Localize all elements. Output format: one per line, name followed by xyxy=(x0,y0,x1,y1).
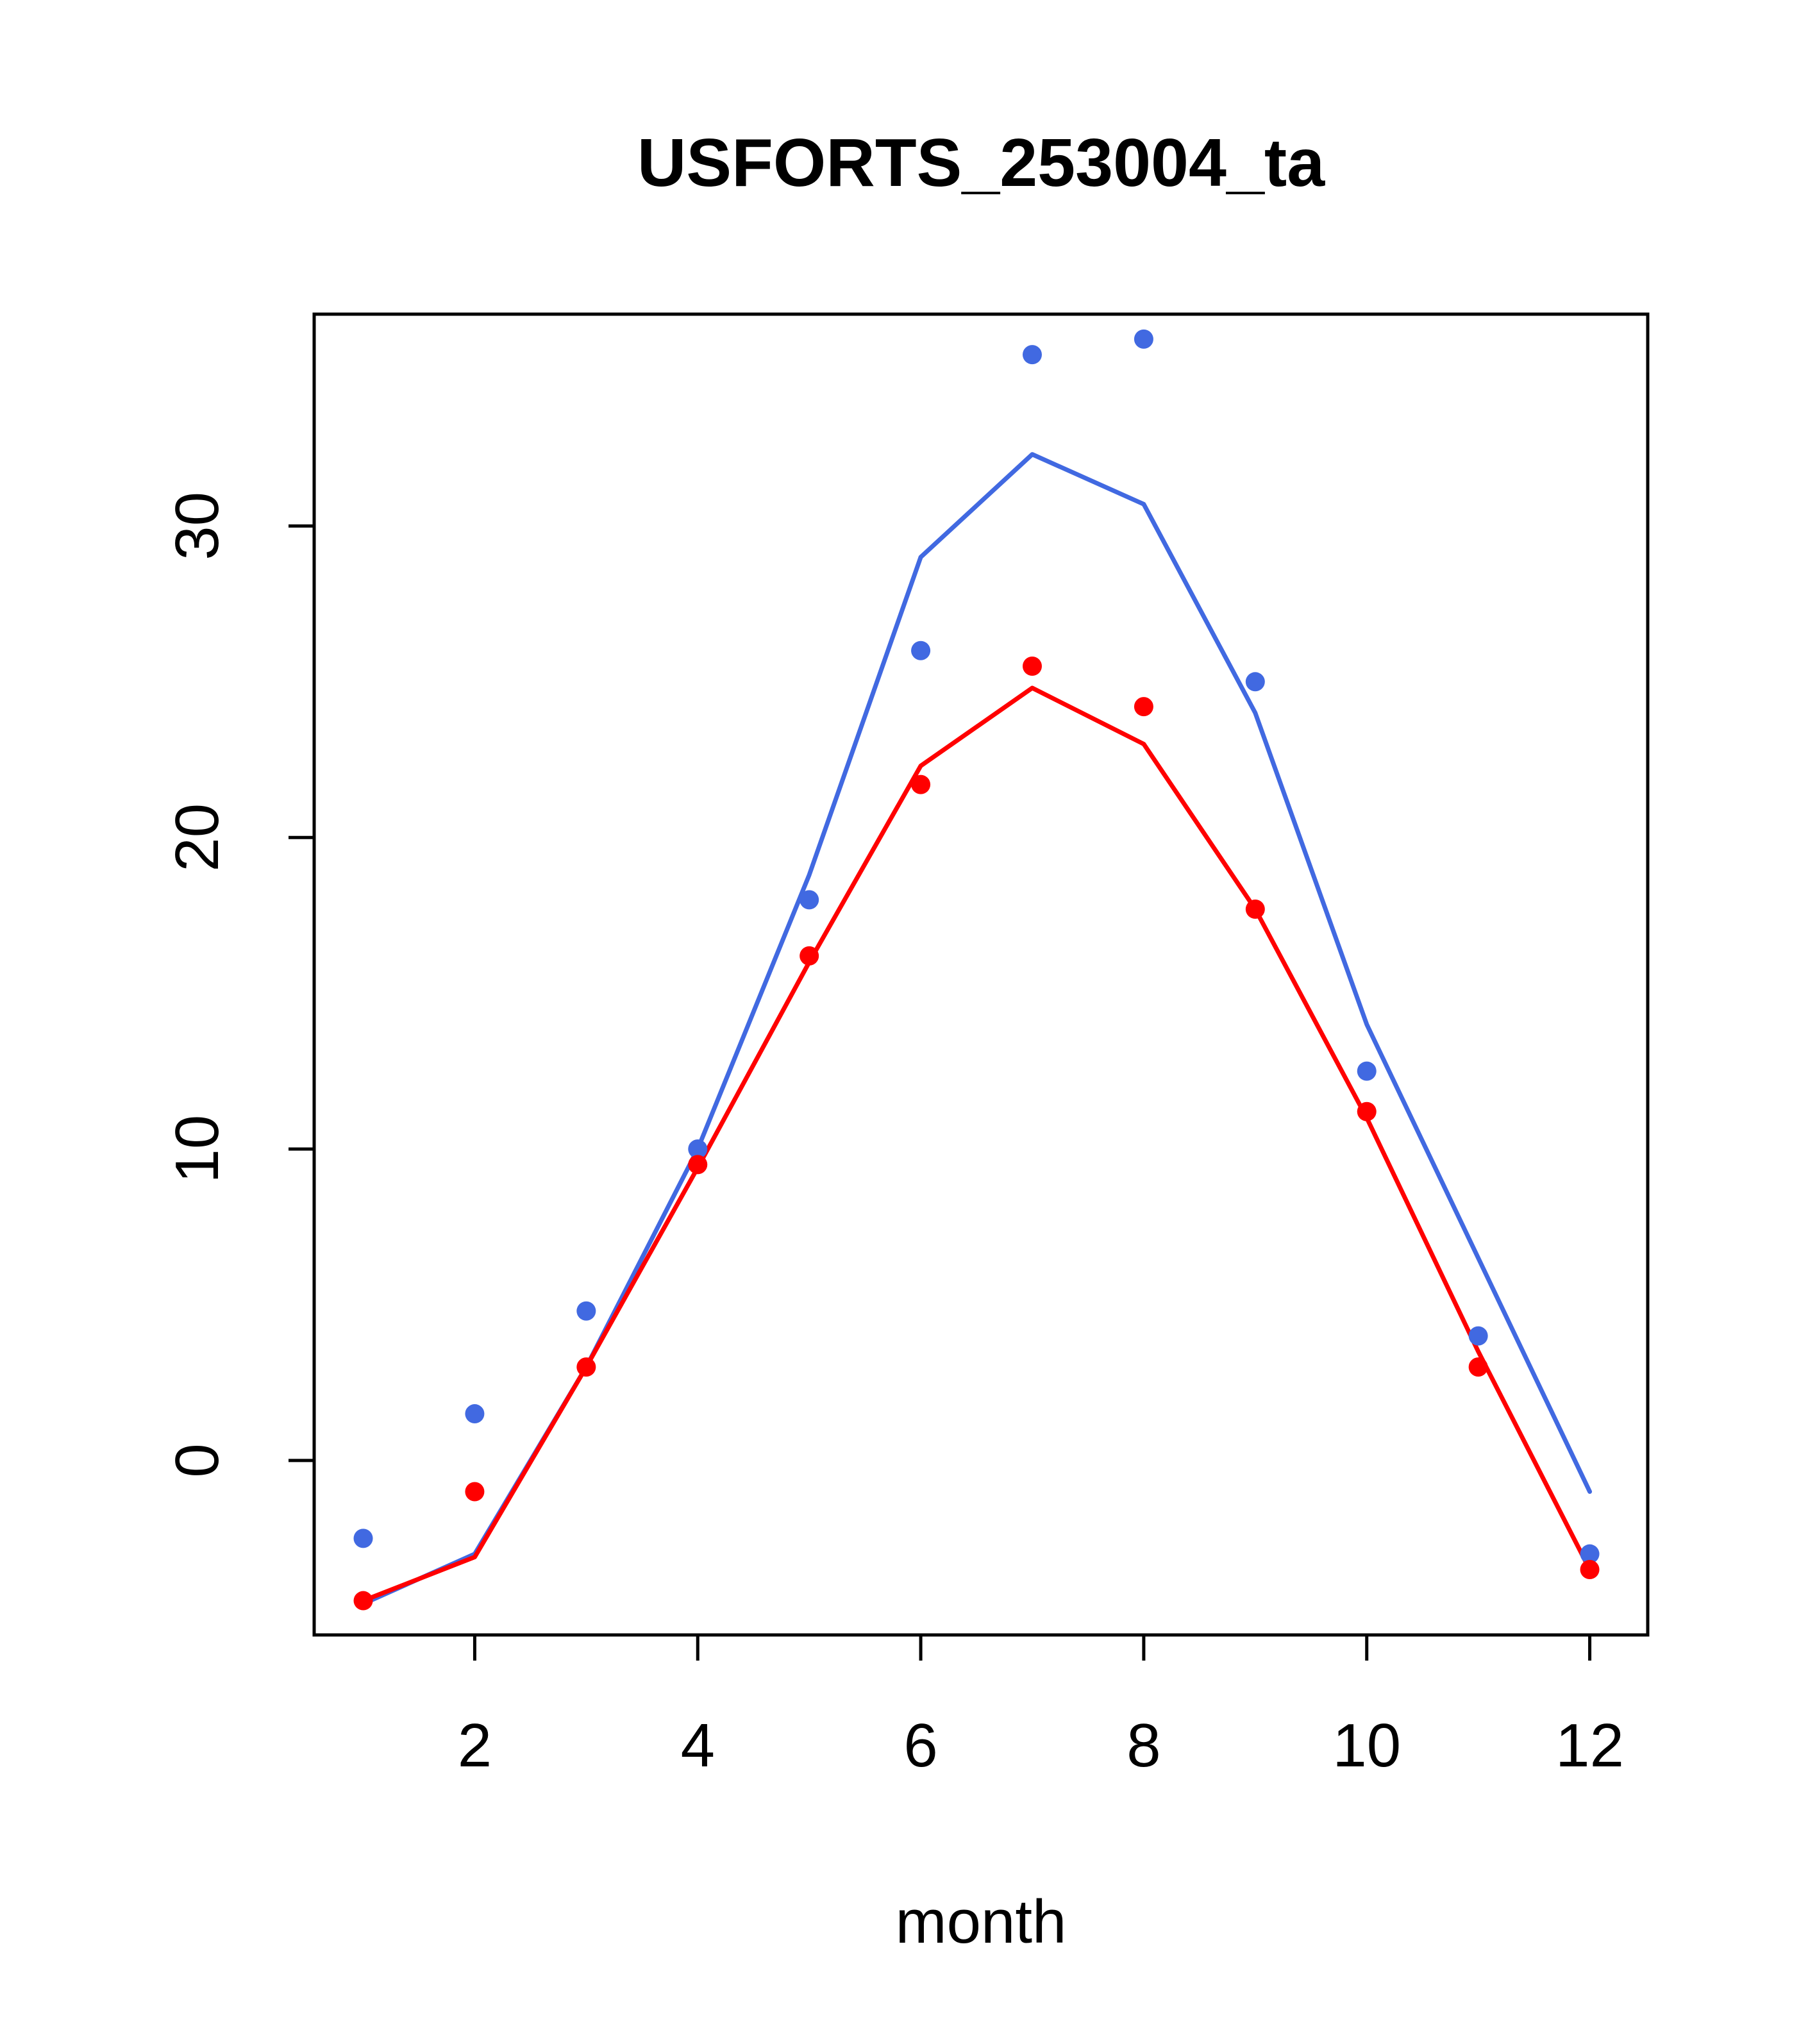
series-blue-points-point xyxy=(1580,1544,1600,1564)
chart-title: USFORTS_253004_ta xyxy=(637,125,1325,201)
series-red-points-point xyxy=(911,775,931,794)
series-red-line xyxy=(361,685,1593,1604)
series-red-points-point xyxy=(1023,657,1042,676)
series-red-points-point xyxy=(800,946,819,966)
series-red-points-point xyxy=(1134,697,1153,717)
series-red-points-point xyxy=(1245,899,1265,919)
y-tick-label: 30 xyxy=(163,492,231,560)
series-red-points-point xyxy=(1580,1559,1600,1579)
series-blue-points-point xyxy=(1468,1326,1488,1346)
series-red-points-point xyxy=(576,1357,596,1377)
series-red-points-point xyxy=(353,1591,373,1611)
series-blue-points-point xyxy=(1357,1061,1377,1081)
y-tick-label: 0 xyxy=(163,1443,231,1477)
x-tick-label: 6 xyxy=(903,1711,937,1780)
series-red-points-point xyxy=(688,1155,708,1175)
series-blue-points-point xyxy=(1023,345,1042,365)
series-blue-points-point xyxy=(1245,672,1265,692)
series-red-points-point xyxy=(1468,1357,1488,1377)
x-tick-label: 2 xyxy=(458,1711,492,1780)
x-tick-label: 10 xyxy=(1332,1711,1401,1780)
x-tick-label: 8 xyxy=(1126,1711,1160,1780)
y-tick-label: 20 xyxy=(163,803,231,872)
series-blue-points-point xyxy=(353,1529,373,1548)
series-blue-points-point xyxy=(1134,329,1153,349)
series-blue-points-point xyxy=(911,641,931,660)
series-blue-points-point xyxy=(465,1404,485,1424)
series-red-points-point xyxy=(465,1482,485,1502)
x-tick-label: 4 xyxy=(681,1711,715,1780)
x-axis-label: month xyxy=(896,1888,1067,1956)
plot-area: 2 4 6 8 10 12 0 10 20 30 xyxy=(163,312,1650,1780)
plot-box xyxy=(312,312,1650,1637)
series-blue-points-point xyxy=(576,1301,596,1321)
series-blue-points-point xyxy=(800,890,819,910)
x-tick-label: 12 xyxy=(1555,1711,1624,1780)
y-tick-label: 10 xyxy=(163,1115,231,1184)
series-red-points-point xyxy=(1357,1102,1377,1121)
series-blue-points-point xyxy=(688,1139,708,1159)
